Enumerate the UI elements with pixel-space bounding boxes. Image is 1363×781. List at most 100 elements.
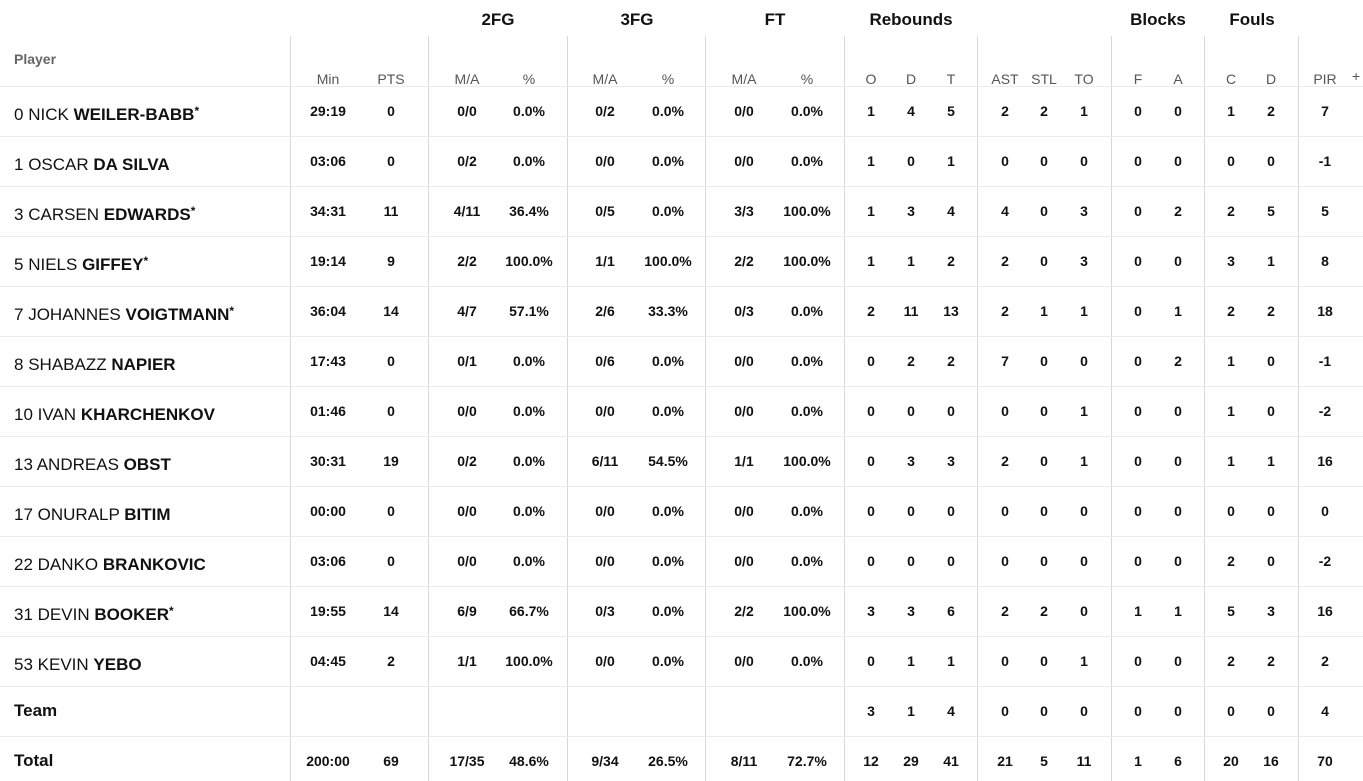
player-name-link[interactable]: 5 NIELS GIFFEY* — [14, 250, 148, 276]
player-stat-fg3-ma: 0/0 — [595, 153, 615, 169]
player-stat-ft-ma: 0/0 — [734, 403, 754, 419]
player-stat-pts: 0 — [387, 403, 395, 419]
player-name-link[interactable]: 1 OSCAR DA SILVA — [14, 150, 170, 176]
player-last-name: BOOKER — [94, 605, 169, 624]
player-stat-reb-d: 0 — [907, 403, 915, 419]
player-stat-fg2-ma: 0/2 — [457, 453, 477, 469]
player-stat-fg2-pct: 0.0% — [513, 103, 545, 119]
player-name-link[interactable]: 10 IVAN KHARCHENKOV — [14, 400, 215, 426]
player-stat-ft-pct: 0.0% — [791, 553, 823, 569]
player-stat-fg3-pct: 0.0% — [652, 603, 684, 619]
player-number: 1 — [14, 155, 24, 174]
player-name-link[interactable]: 13 ANDREAS OBST — [14, 450, 171, 476]
player-stat-reb-o: 3 — [867, 603, 875, 619]
player-stat-ast: 7 — [1001, 353, 1009, 369]
player-stat-reb-o: 1 — [867, 203, 875, 219]
player-stat-min: 03:06 — [310, 153, 346, 169]
player-stat-fg2-pct: 100.0% — [505, 253, 553, 269]
player-stat-reb-d: 3 — [907, 453, 915, 469]
player-first-name: CARSEN — [28, 205, 100, 224]
player-stat-reb-t: 3 — [947, 453, 955, 469]
row-divider — [0, 686, 1363, 687]
player-number: 7 — [14, 305, 24, 324]
player-last-name: KHARCHENKOV — [80, 405, 215, 424]
player-stat-fg2-pct: 0.0% — [513, 503, 545, 519]
column-header-min[interactable]: Min — [316, 71, 340, 87]
player-first-name: KEVIN — [37, 655, 89, 674]
team-stat-reb-d: 1 — [907, 703, 915, 719]
player-stat-fg2-ma: 0/2 — [457, 153, 477, 169]
player-stat-to: 0 — [1080, 553, 1088, 569]
player-stat-stl: 0 — [1040, 653, 1048, 669]
player-stat-reb-o: 2 — [867, 303, 875, 319]
column-header-ft-pct[interactable]: % — [800, 71, 814, 87]
column-header-stl[interactable]: STL — [1031, 71, 1057, 87]
player-stat-fg3-pct: 0.0% — [652, 353, 684, 369]
player-stat-ft-ma: 0/0 — [734, 353, 754, 369]
player-name-link[interactable]: 31 DEVIN BOOKER* — [14, 600, 174, 626]
team-stat-ast: 0 — [1001, 703, 1009, 719]
column-header-pts[interactable]: PTS — [377, 71, 405, 87]
column-header-fg3-ma[interactable]: M/A — [592, 71, 618, 87]
player-stat-fg3-ma: 0/5 — [595, 203, 615, 219]
player-stat-reb-o: 0 — [867, 453, 875, 469]
player-name-link[interactable]: 53 KEVIN YEBO — [14, 650, 142, 676]
column-header-foul-d[interactable]: D — [1265, 71, 1277, 87]
column-header-reb-t[interactable]: T — [946, 71, 956, 87]
player-name-link[interactable]: 7 JOHANNES VOIGTMANN* — [14, 300, 234, 326]
player-stat-fg2-ma: 0/0 — [457, 553, 477, 569]
player-last-name: GIFFEY — [82, 255, 144, 274]
row-divider — [0, 86, 1363, 87]
player-stat-ft-ma: 0/0 — [734, 653, 754, 669]
player-first-name: ANDREAS — [36, 455, 119, 474]
column-header-foul-c[interactable]: C — [1225, 71, 1237, 87]
column-header-ast[interactable]: AST — [991, 71, 1019, 87]
column-header-fg3-pct[interactable]: % — [661, 71, 675, 87]
player-stat-reb-o: 0 — [867, 503, 875, 519]
team-stat-blk-a: 0 — [1174, 703, 1182, 719]
row-divider — [0, 486, 1363, 487]
player-stat-fg3-ma: 2/6 — [595, 303, 615, 319]
player-last-name: NAPIER — [111, 355, 176, 374]
player-stat-blk-a: 0 — [1174, 653, 1182, 669]
player-stat-ft-pct: 0.0% — [791, 653, 823, 669]
player-last-name: BRANKOVIC — [102, 555, 206, 574]
player-stat-fg3-pct: 0.0% — [652, 403, 684, 419]
player-stat-reb-o: 1 — [867, 103, 875, 119]
column-header-to[interactable]: TO — [1074, 71, 1094, 87]
player-stat-to: 3 — [1080, 203, 1088, 219]
player-stat-blk-f: 0 — [1134, 503, 1142, 519]
column-header-fg2-ma[interactable]: M/A — [454, 71, 480, 87]
column-header-reb-o[interactable]: O — [865, 71, 877, 87]
player-first-name: SHABAZZ — [28, 355, 107, 374]
player-name-link[interactable]: 22 DANKO BRANKOVIC — [14, 550, 206, 576]
column-header-blk-f[interactable]: F — [1133, 71, 1143, 87]
player-stat-foul-c: 3 — [1227, 253, 1235, 269]
column-header-blk-a[interactable]: A — [1173, 71, 1183, 87]
player-number: 22 — [14, 555, 33, 574]
column-header-ft-ma[interactable]: M/A — [731, 71, 757, 87]
player-name-link[interactable]: 8 SHABAZZ NAPIER — [14, 350, 176, 376]
player-stat-fg2-pct: 66.7% — [509, 603, 549, 619]
player-name-link[interactable]: 0 NICK WEILER-BABB* — [14, 100, 199, 126]
player-stat-reb-o: 0 — [867, 553, 875, 569]
player-name-link[interactable]: 3 CARSEN EDWARDS* — [14, 200, 195, 226]
column-header-fg2-pct[interactable]: % — [522, 71, 536, 87]
player-stat-ast: 0 — [1001, 503, 1009, 519]
expand-columns-icon[interactable]: + — [1352, 68, 1361, 84]
player-name-link[interactable]: 17 ONURALP BITIM — [14, 500, 171, 526]
column-header-pir[interactable]: PIR — [1313, 71, 1337, 87]
player-stat-pir: 2 — [1321, 653, 1329, 669]
row-divider — [0, 286, 1363, 287]
player-stat-blk-a: 0 — [1174, 453, 1182, 469]
player-stat-stl: 0 — [1040, 553, 1048, 569]
column-header-player[interactable]: Player — [14, 51, 57, 67]
player-stat-reb-d: 4 — [907, 103, 915, 119]
player-stat-ft-pct: 100.0% — [783, 603, 831, 619]
column-header-reb-d[interactable]: D — [905, 71, 917, 87]
player-stat-ast: 4 — [1001, 203, 1009, 219]
player-stat-min: 29:19 — [310, 103, 346, 119]
player-stat-ft-ma: 2/2 — [734, 603, 754, 619]
row-divider — [0, 586, 1363, 587]
player-stat-pts: 19 — [383, 453, 399, 469]
